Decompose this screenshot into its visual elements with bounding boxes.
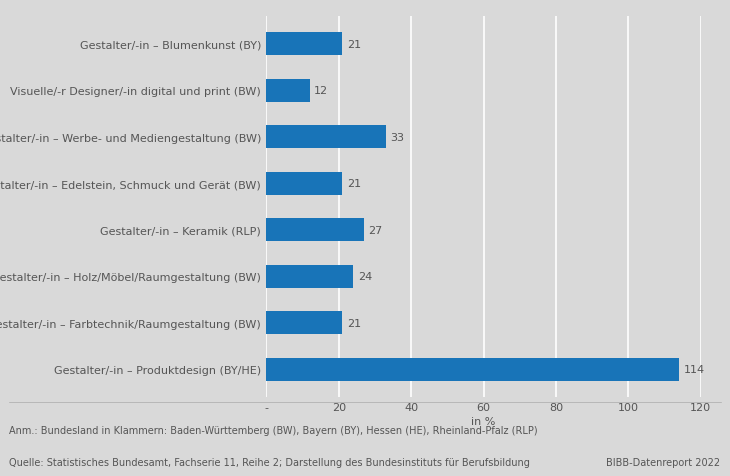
Bar <box>266 358 679 381</box>
Text: 27: 27 <box>369 225 383 235</box>
Text: BIBB-Datenreport 2022: BIBB-Datenreport 2022 <box>607 457 721 467</box>
Text: 12: 12 <box>314 86 328 96</box>
Text: Quelle: Statistisches Bundesamt, Fachserie 11, Reihe 2; Darstellung des Bundesin: Quelle: Statistisches Bundesamt, Fachser… <box>9 457 531 467</box>
Text: 114: 114 <box>683 365 704 375</box>
Text: 21: 21 <box>347 179 361 189</box>
X-axis label: in %: in % <box>472 416 496 426</box>
Text: 21: 21 <box>347 318 361 328</box>
Bar <box>266 126 386 149</box>
Text: 21: 21 <box>347 40 361 50</box>
Bar <box>266 218 364 242</box>
Text: 33: 33 <box>391 132 404 142</box>
Bar <box>266 312 342 335</box>
Bar <box>266 79 310 102</box>
Text: 24: 24 <box>358 272 372 282</box>
Bar <box>266 172 342 196</box>
Bar <box>266 33 342 56</box>
Bar <box>266 265 353 288</box>
Text: Anm.: Bundesland in Klammern: Baden-Württemberg (BW), Bayern (BY), Hessen (HE), : Anm.: Bundesland in Klammern: Baden-Würt… <box>9 426 538 436</box>
